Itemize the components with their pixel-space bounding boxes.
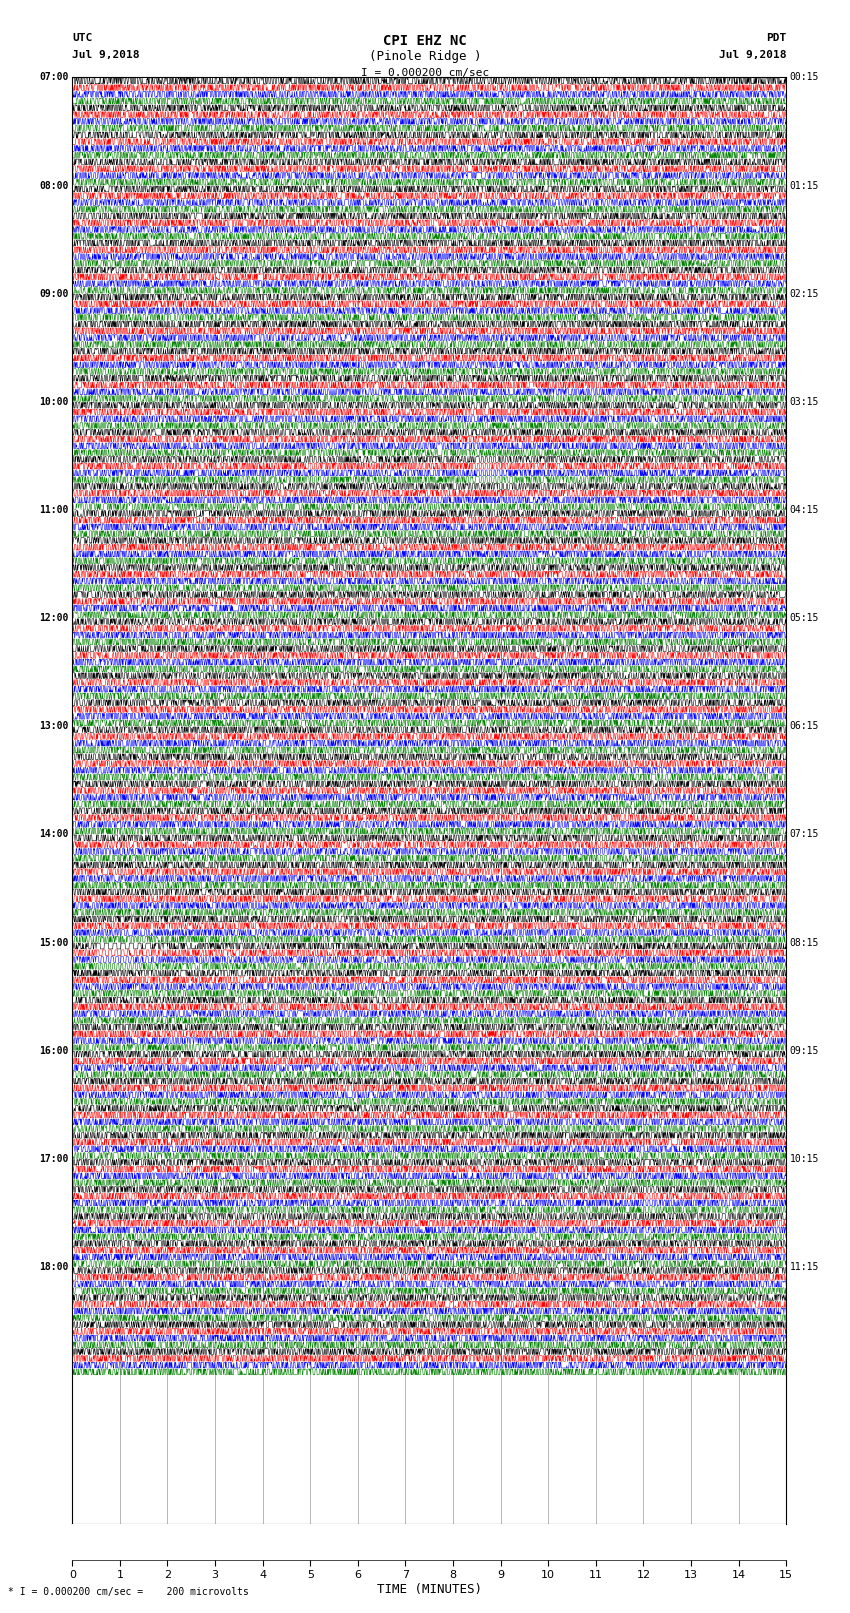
Text: 04:15: 04:15 — [790, 505, 819, 515]
Text: 12:00: 12:00 — [39, 613, 69, 623]
Text: (Pinole Ridge ): (Pinole Ridge ) — [369, 50, 481, 63]
Text: 10:15: 10:15 — [790, 1153, 819, 1165]
Text: 15:00: 15:00 — [39, 937, 69, 948]
Text: 05:15: 05:15 — [790, 613, 819, 623]
Text: I = 0.000200 cm/sec: I = 0.000200 cm/sec — [361, 68, 489, 77]
Text: PDT: PDT — [766, 32, 786, 44]
Text: 10:00: 10:00 — [39, 397, 69, 406]
Text: Jul 9,2018: Jul 9,2018 — [719, 50, 786, 60]
Text: 00:15: 00:15 — [790, 73, 819, 82]
Text: 07:15: 07:15 — [790, 829, 819, 839]
Text: 14:00: 14:00 — [39, 829, 69, 839]
Text: 18:00: 18:00 — [39, 1261, 69, 1273]
Text: 09:15: 09:15 — [790, 1045, 819, 1057]
Text: 08:15: 08:15 — [790, 937, 819, 948]
Text: 11:00: 11:00 — [39, 505, 69, 515]
Text: 07:00: 07:00 — [39, 73, 69, 82]
Text: 09:00: 09:00 — [39, 289, 69, 298]
Text: UTC: UTC — [72, 32, 93, 44]
Text: Jul 9,2018: Jul 9,2018 — [72, 50, 139, 60]
Text: 08:00: 08:00 — [39, 181, 69, 190]
Text: 16:00: 16:00 — [39, 1045, 69, 1057]
Text: 13:00: 13:00 — [39, 721, 69, 731]
Text: 03:15: 03:15 — [790, 397, 819, 406]
Text: 06:15: 06:15 — [790, 721, 819, 731]
Text: 02:15: 02:15 — [790, 289, 819, 298]
Text: CPI EHZ NC: CPI EHZ NC — [383, 34, 467, 47]
Text: 17:00: 17:00 — [39, 1153, 69, 1165]
Text: 11:15: 11:15 — [790, 1261, 819, 1273]
X-axis label: TIME (MINUTES): TIME (MINUTES) — [377, 1582, 482, 1595]
Text: 01:15: 01:15 — [790, 181, 819, 190]
Text: * I = 0.000200 cm/sec =    200 microvolts: * I = 0.000200 cm/sec = 200 microvolts — [8, 1587, 249, 1597]
